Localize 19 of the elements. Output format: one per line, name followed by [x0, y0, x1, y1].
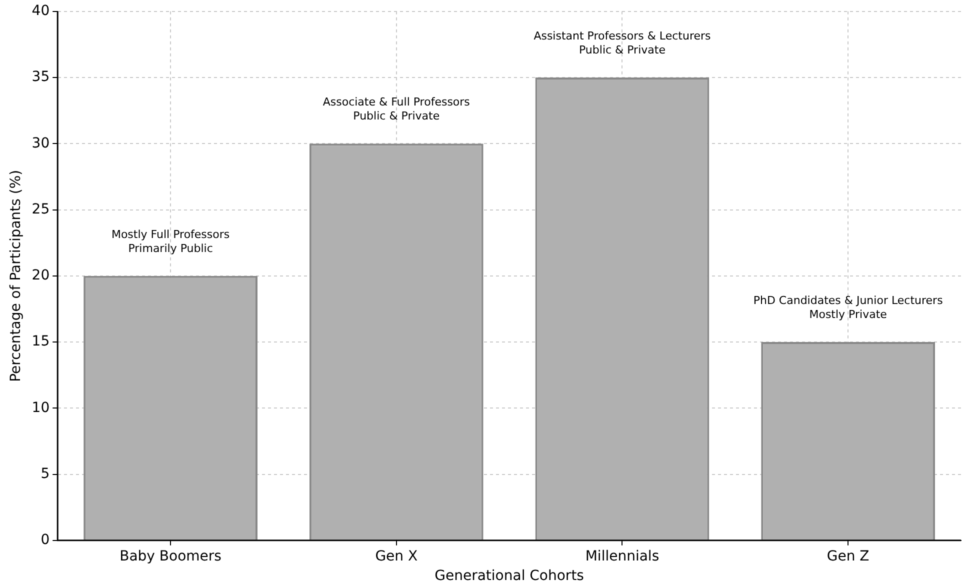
- annotation: PhD Candidates & Junior Lecturers Mostly Private: [753, 294, 944, 322]
- annotation: Assistant Professors & Lecturers Public & Private: [534, 30, 712, 57]
- x-tick-label: Baby Boomers: [120, 548, 222, 564]
- y-tick-label: 15: [32, 334, 50, 350]
- y-tick-label: 25: [32, 201, 50, 218]
- y-tick-label: 10: [32, 400, 50, 416]
- x-axis-title: Generational Cohorts: [434, 568, 584, 584]
- annotation: Associate & Full Professors Public & Private: [322, 96, 470, 123]
- y-tick-label: 40: [32, 3, 50, 20]
- y-tick-label: 0: [40, 532, 50, 548]
- x-tick-label: Gen Z: [826, 548, 870, 564]
- y-tick-label: 30: [32, 135, 50, 152]
- x-tick-label: Gen X: [375, 548, 418, 564]
- annotation: Mostly Full Professors Primarily Public: [111, 228, 230, 255]
- x-tick-label: Millennials: [585, 548, 660, 564]
- y-tick-label: 35: [32, 69, 50, 86]
- y-tick-label: 5: [40, 466, 50, 482]
- y-tick-label: 20: [32, 268, 50, 284]
- y-axis-title: Percentage of Participants (%): [8, 170, 24, 382]
